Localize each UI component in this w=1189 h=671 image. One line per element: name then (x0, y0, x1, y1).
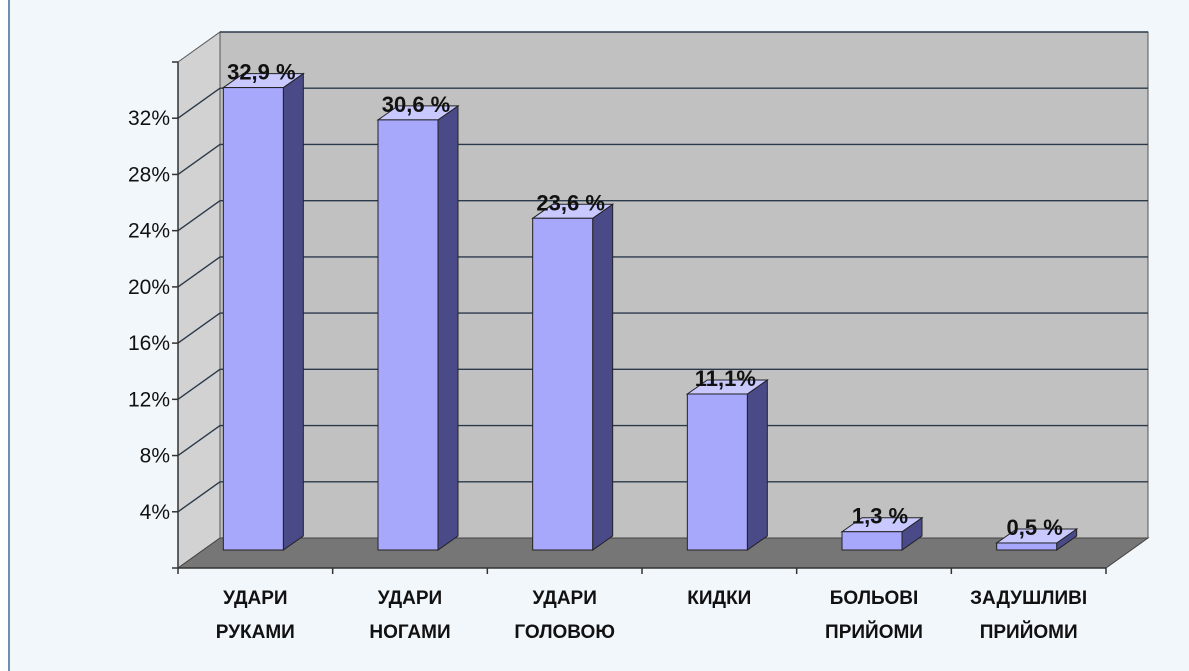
grid-line-diagonal (177, 368, 221, 400)
y-tick-label: 16% (128, 332, 170, 355)
bar-side (746, 379, 768, 551)
bar-side (437, 104, 459, 551)
value-label: 1,3 % (852, 504, 908, 529)
y-tick-label: 12% (128, 388, 170, 411)
category-label: УДАРИ (532, 588, 596, 609)
bar-side (282, 72, 304, 551)
bars (221, 72, 1079, 551)
category-label: НОГАМИ (369, 622, 450, 643)
grid-line-diagonal (177, 256, 221, 288)
grid-line-diagonal (177, 143, 221, 176)
category-label: ГОЛОВОЮ (514, 622, 615, 643)
bar (996, 542, 1058, 551)
side-wall (177, 31, 221, 569)
value-label: 32,9 % (227, 60, 296, 85)
back-wall (219, 31, 1149, 539)
value-label: 30,6 % (382, 92, 451, 117)
grid-line-diagonal (177, 424, 221, 457)
bar (222, 87, 284, 551)
y-tick-label: 32% (128, 107, 170, 130)
category-label: ПРИЙОМИ (825, 621, 923, 643)
bar (532, 217, 594, 551)
category-label: ЗАДУШЛИВІ (970, 588, 1087, 609)
grid-line-diagonal (177, 200, 221, 232)
chart-walls (177, 31, 1149, 569)
y-tick-label: 24% (128, 220, 170, 243)
y-tick-label: 28% (128, 163, 170, 186)
category-label: КИДКИ (687, 588, 751, 609)
bar (377, 119, 439, 551)
grid-line-diagonal (177, 312, 221, 344)
grid-line-diagonal (177, 481, 221, 513)
bar (841, 531, 903, 551)
grid-lines (177, 31, 1148, 513)
category-label: УДАРИ (378, 588, 442, 609)
y-tick-label: 8% (140, 445, 170, 468)
grid-line-diagonal (177, 87, 221, 119)
category-label: РУКАМИ (216, 622, 295, 643)
category-label: ПРИЙОМИ (980, 621, 1078, 643)
value-labels: 32,9 % 30,6 % 23,6 % 11,1% 1,3 % 0,5 % (227, 60, 1063, 540)
value-label: 23,6 % (536, 190, 605, 215)
y-tick-label: 4% (140, 501, 170, 524)
x-axis: УДАРИ РУКАМИ УДАРИ НОГАМИ УДАРИ ГОЛОВОЮ КИДКИ Б… (177, 567, 1107, 643)
y-tick-label: 20% (128, 276, 170, 299)
category-label: БОЛЬОВІ (830, 588, 918, 609)
bar-side (592, 203, 614, 551)
value-label: 11,1% (695, 366, 756, 391)
category-label: УДАРИ (223, 588, 287, 609)
bar (686, 393, 748, 551)
value-label: 0,5 % (1007, 515, 1063, 540)
y-axis: 4% 8% 12% 16% 20% 24% 28% 32% (128, 61, 179, 569)
